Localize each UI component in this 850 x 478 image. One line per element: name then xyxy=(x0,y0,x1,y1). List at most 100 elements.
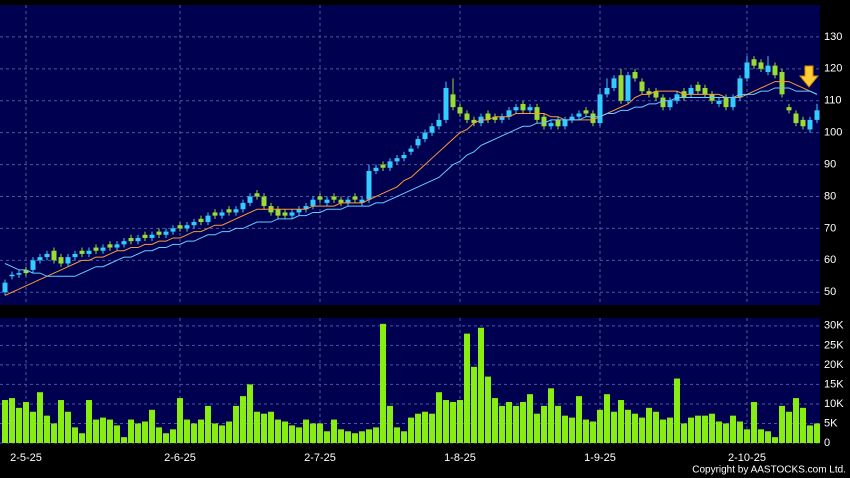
candle-body xyxy=(639,81,645,92)
volume-bar xyxy=(100,417,106,443)
volume-bar xyxy=(226,421,232,443)
volume-bar xyxy=(506,401,512,443)
y-tick-label: 50 xyxy=(824,286,836,298)
volume-bar xyxy=(163,433,169,443)
candle-body xyxy=(380,164,386,168)
volume-bar xyxy=(51,423,57,443)
candle-body xyxy=(44,253,50,258)
volume-bar xyxy=(338,429,344,443)
candle-body xyxy=(16,273,22,275)
volume-bar xyxy=(744,429,750,443)
volume-bar xyxy=(387,405,393,443)
candle-body xyxy=(632,72,638,79)
candle-body xyxy=(191,222,197,226)
volume-bar xyxy=(646,407,652,443)
y-tick-label: 120 xyxy=(824,63,842,75)
candle-body xyxy=(9,274,15,277)
candle-body xyxy=(205,215,211,223)
candle-body xyxy=(226,209,232,213)
y-tick-label: 15K xyxy=(824,378,844,390)
y-tick-label: 100 xyxy=(824,127,842,139)
candle-body xyxy=(296,209,302,213)
candle-body xyxy=(562,119,568,127)
candle-body xyxy=(765,65,771,73)
volume-bar xyxy=(688,417,694,443)
candle-body xyxy=(352,196,358,200)
candle-body xyxy=(65,257,71,264)
signal-arrow xyxy=(798,65,820,88)
candle-body xyxy=(667,100,673,108)
candle-body xyxy=(779,72,785,95)
volume-bar xyxy=(114,425,120,443)
candle-body xyxy=(555,119,561,127)
candle-body xyxy=(807,119,813,130)
candle-body xyxy=(72,253,78,258)
volume-bar xyxy=(534,413,540,443)
volume-bar xyxy=(639,417,645,443)
volume-bar xyxy=(667,417,673,443)
volume-bar xyxy=(723,423,729,443)
volume-bar xyxy=(415,413,421,443)
candle-body xyxy=(716,100,722,104)
volume-bar xyxy=(408,417,414,443)
volume-bar xyxy=(30,411,36,443)
volume-bar xyxy=(79,433,85,443)
volume-bar xyxy=(604,394,610,443)
candle-body xyxy=(744,62,750,79)
candle-body xyxy=(289,212,295,216)
candle-body xyxy=(485,113,491,120)
volume-bar xyxy=(681,423,687,443)
candle-body xyxy=(163,231,169,235)
volume-bar xyxy=(716,421,722,443)
volume-bar xyxy=(562,415,568,443)
volume-bar xyxy=(289,425,295,443)
candle-body xyxy=(471,119,477,124)
volume-bar xyxy=(758,429,764,443)
candle-body xyxy=(527,107,533,111)
candle-body xyxy=(303,206,309,210)
volume-bar xyxy=(695,415,701,443)
volume-bar xyxy=(16,407,22,443)
candle-body xyxy=(415,139,421,146)
candle-body xyxy=(79,250,85,254)
volume-bar xyxy=(520,401,526,443)
volume-bar xyxy=(128,419,134,443)
candle-body xyxy=(492,116,498,120)
y-tick-label: 20K xyxy=(824,359,844,371)
x-tick-label: 2-7-25 xyxy=(304,452,336,464)
moving-average-line xyxy=(4,81,818,296)
volume-bar xyxy=(779,405,785,443)
volume-bar xyxy=(324,431,330,443)
candle-body xyxy=(723,97,729,108)
y-tick-label: 25K xyxy=(824,339,844,351)
candle-body xyxy=(443,87,449,120)
candle-body xyxy=(786,107,792,111)
volume-bar xyxy=(37,392,43,443)
candle-body xyxy=(408,148,414,152)
candle-body xyxy=(359,199,365,203)
y-tick-label: 10K xyxy=(824,398,844,410)
volume-bar xyxy=(625,409,631,443)
volume-bar xyxy=(436,392,442,443)
candle-body xyxy=(688,87,694,95)
candle-body xyxy=(611,78,617,88)
volume-bar xyxy=(331,419,337,443)
candle-body xyxy=(51,250,57,261)
volume-bar xyxy=(394,427,400,443)
candle-body xyxy=(30,260,36,270)
volume-bar xyxy=(93,419,99,443)
volume-bar xyxy=(576,396,582,443)
volume-bar xyxy=(240,396,246,443)
candle-body xyxy=(387,161,393,168)
volume-bar xyxy=(499,405,505,443)
x-tick-label: 2-10-25 xyxy=(728,452,766,464)
candle-body xyxy=(317,196,323,200)
volume-bar xyxy=(422,411,428,443)
volume-bar xyxy=(611,411,617,443)
volume-bar xyxy=(317,423,323,443)
volume-bar xyxy=(107,419,113,443)
volume-bar xyxy=(793,398,799,443)
x-tick-label: 2-6-25 xyxy=(164,452,196,464)
candle-body xyxy=(618,75,624,101)
